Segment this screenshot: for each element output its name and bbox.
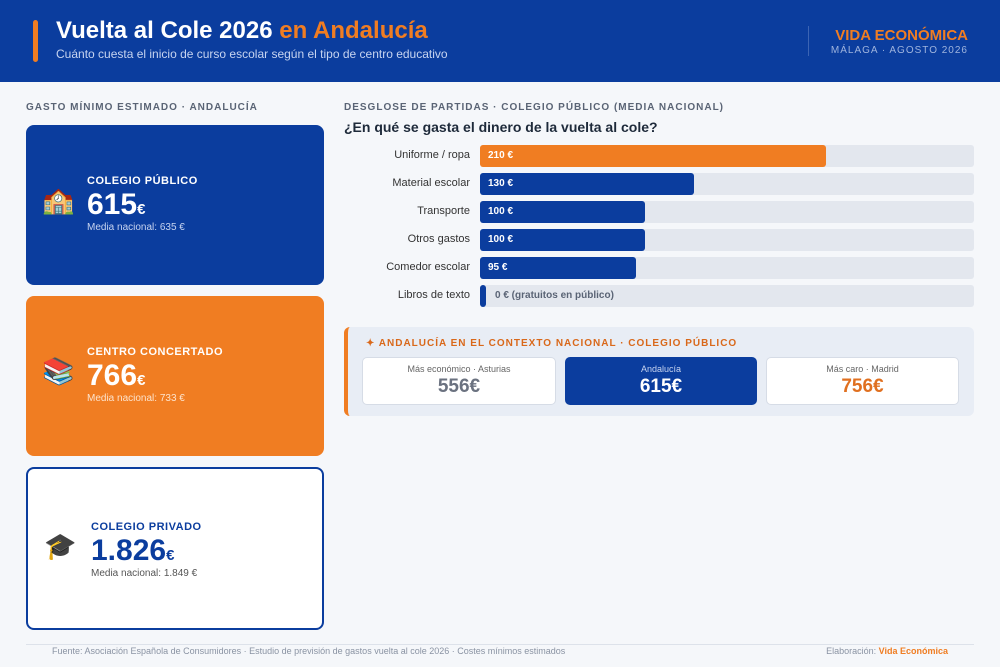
- box-label: Más económico · Asturias: [407, 364, 511, 374]
- category-label: Transporte: [417, 205, 470, 217]
- value-label: 210 €: [488, 150, 514, 161]
- card-note: Media nacional: 733 €: [87, 393, 185, 404]
- bar: [480, 173, 695, 195]
- category-label: Otros gastos: [407, 233, 470, 245]
- category-label: Comedor escolar: [386, 261, 470, 273]
- footer-source: Fuente: Asociación Española de Consumido…: [52, 646, 566, 656]
- title-highlight: en Andalucía: [279, 17, 428, 44]
- card: 📚 CENTRO CONCERTADO 766€ Media nacional: 73…: [26, 296, 324, 456]
- card-value: 766€: [87, 359, 145, 393]
- card-icon: 🎓: [44, 530, 77, 561]
- box-value: 556€: [437, 376, 481, 397]
- credit: Vida Económica: [878, 646, 948, 656]
- card: 🏫 COLEGIO PÚBLICO 615€ Media nacional: 635 …: [26, 125, 324, 285]
- context-box: Andalucía 615€: [565, 357, 757, 405]
- card-label: CENTRO CONCERTADO: [87, 346, 224, 358]
- card-number: 615: [87, 188, 138, 221]
- title-main: Vuelta al Cole 2026: [56, 17, 273, 44]
- card-icon: 📚: [42, 356, 75, 386]
- divider: [808, 26, 809, 56]
- card-unit: €: [137, 201, 146, 218]
- credit-label: Elaboración:: [826, 646, 877, 656]
- header: Vuelta al Cole 2026 en Andalucía Cuánto …: [0, 0, 1000, 82]
- card: 🎓 COLEGIO PRIVADO 1.826€ Media nacional: 1.…: [26, 467, 324, 630]
- context-box: Más económico · Asturias 556€: [362, 357, 556, 405]
- value-label: 95 €: [488, 262, 508, 273]
- card-unit: €: [137, 372, 146, 389]
- card-label: COLEGIO PÚBLICO: [87, 175, 198, 187]
- context-panel: ✦ ANDALUCÍA EN EL CONTEXTO NACIONAL · CO…: [344, 327, 974, 416]
- brand: VIDA ECONÓMICA: [835, 27, 968, 44]
- bar: [480, 229, 645, 251]
- card-note: Media nacional: 1.849 €: [91, 567, 198, 579]
- bar: [480, 285, 486, 307]
- bar: [480, 201, 645, 223]
- value-label: 130 €: [488, 178, 514, 189]
- category-label: Libros de texto: [397, 289, 470, 301]
- chart-title: ¿En qué se gasta el dinero de la vuelta …: [344, 119, 658, 135]
- value-label: 100 €: [488, 234, 514, 245]
- card-label: COLEGIO PRIVADO: [91, 520, 202, 533]
- card-icon: 🏫: [42, 185, 75, 215]
- value-label: 0 € (gratuitos en público): [495, 290, 614, 301]
- card-unit: €: [166, 546, 175, 564]
- left-heading: GASTO MÍNIMO ESTIMADO · ANDALUCÍA: [26, 102, 258, 113]
- bar: [480, 257, 637, 279]
- footer-credit: Elaboración: Vida Económica: [826, 646, 948, 656]
- card-number: 1.826: [91, 533, 167, 567]
- box-value: 756€: [841, 376, 884, 397]
- value-label: 100 €: [488, 206, 514, 217]
- footer-rule: [26, 644, 974, 645]
- card-value: 1.826€: [91, 534, 174, 568]
- box-label: Andalucía: [640, 364, 682, 374]
- card-value: 615€: [87, 188, 145, 222]
- bar-track: [480, 285, 974, 307]
- title: Vuelta al Cole 2026 en Andalucía: [56, 17, 428, 45]
- category-label: Uniforme / ropa: [394, 149, 470, 161]
- bar: [480, 145, 826, 167]
- card-number: 766: [87, 359, 138, 392]
- accent-bar: [33, 20, 38, 62]
- card-note: Media nacional: 635 €: [87, 222, 185, 233]
- box-value: 615€: [639, 376, 683, 397]
- subtitle: Cuánto cuesta el inicio de curso escolar…: [56, 47, 448, 61]
- context-box: Más caro · Madrid 756€: [766, 357, 959, 405]
- box-label: Más caro · Madrid: [826, 364, 899, 374]
- chart-heading: DESGLOSE DE PARTIDAS · COLEGIO PÚBLICO (…: [344, 102, 725, 113]
- context-heading: ✦ ANDALUCÍA EN EL CONTEXTO NACIONAL · CO…: [366, 338, 738, 349]
- brand-sub: MÁLAGA · AGOSTO 2026: [830, 45, 968, 56]
- category-label: Material escolar: [392, 177, 470, 189]
